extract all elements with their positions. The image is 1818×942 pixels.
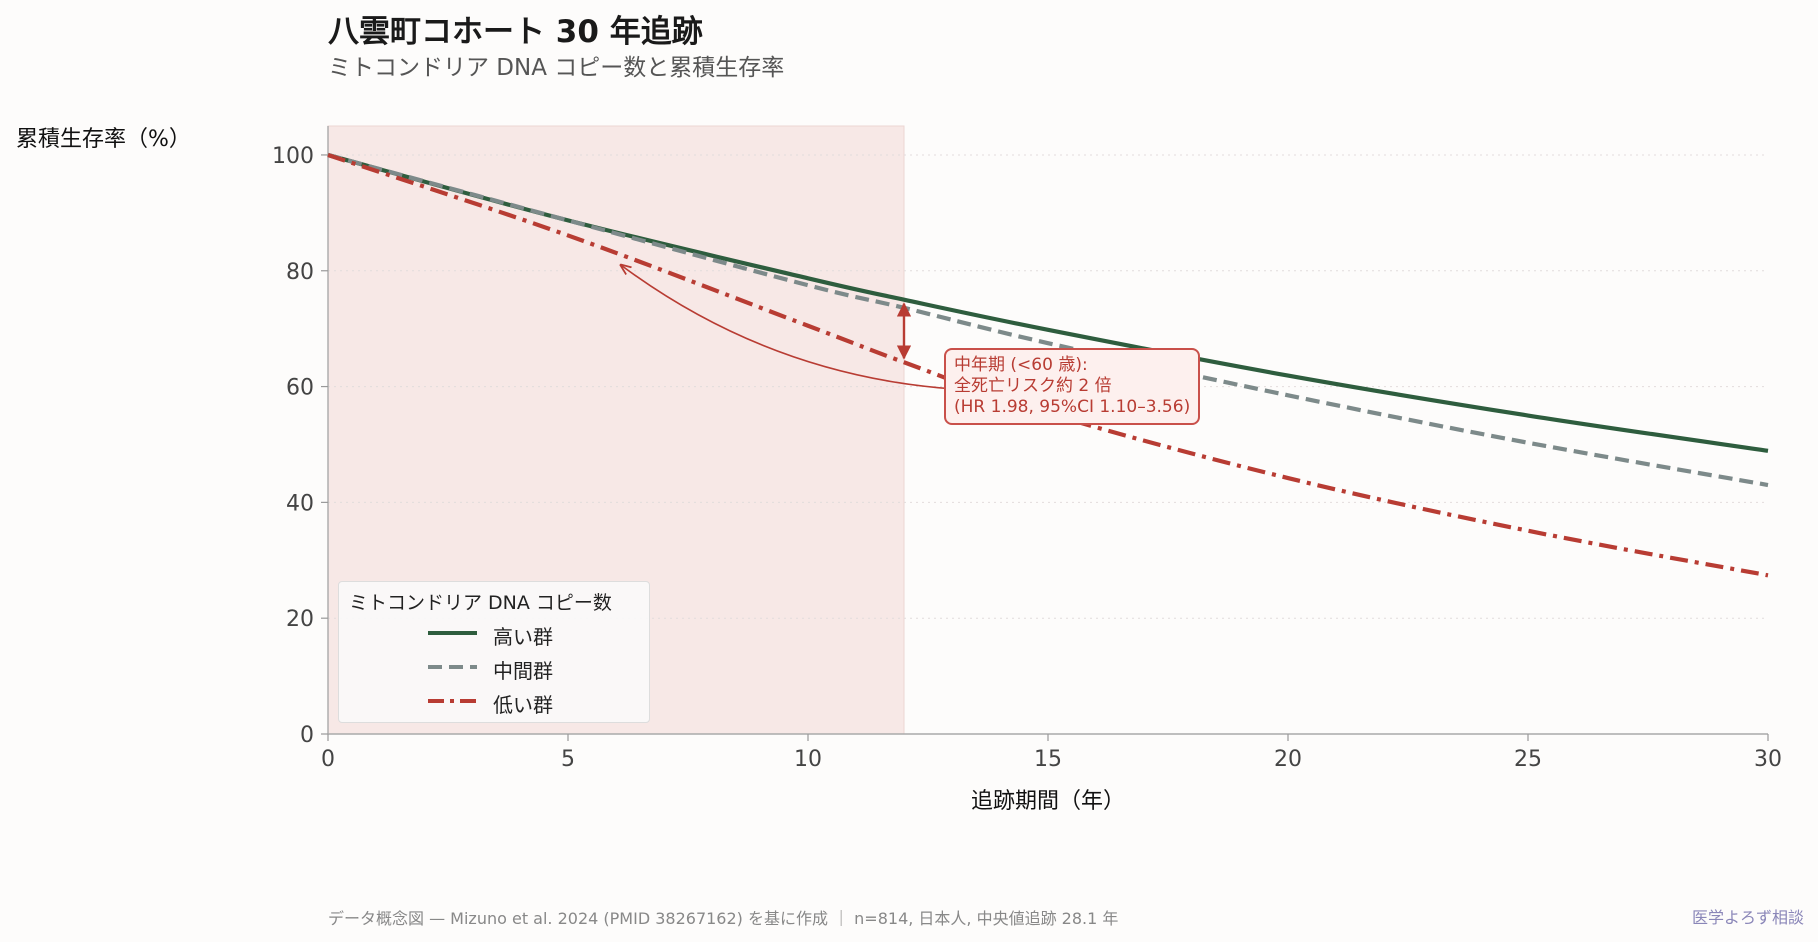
legend-title: ミトコンドリア DNA コピー数	[349, 592, 612, 614]
y-tick-label: 60	[286, 376, 314, 401]
legend-label-mid: 中間群	[493, 659, 553, 683]
annotation-box: 中年期 (<60 歳): 全死亡リスク約 2 倍 (HR 1.98, 95%CI…	[944, 348, 1201, 425]
annotation-line-3: (HR 1.98, 95%CI 1.10–3.56)	[954, 397, 1191, 417]
x-tick-label: 15	[1034, 747, 1062, 772]
x-tick-label: 25	[1514, 747, 1542, 772]
annotation-line-2: 全死亡リスク約 2 倍	[954, 376, 1112, 396]
x-tick-label: 20	[1274, 747, 1302, 772]
y-tick-label: 0	[300, 723, 314, 748]
series-line-mid	[327, 152, 1769, 488]
x-tick-label: 0	[321, 747, 335, 772]
chart-legend: ミトコンドリア DNA コピー数 高い群 中間群 低い群	[338, 581, 650, 723]
legend-swatch-mid	[428, 665, 477, 669]
chart-title: 八雲町コホート 30 年追跡	[328, 14, 703, 50]
annotation-pointer	[621, 265, 955, 390]
annotation-line-1: 中年期 (<60 歳):	[954, 355, 1088, 375]
x-tick-label: 10	[794, 747, 822, 772]
y-tick-label: 100	[272, 144, 314, 169]
y-tick-label: 40	[286, 491, 314, 516]
y-tick-label: 80	[286, 260, 314, 285]
legend-label-low: 低い群	[493, 693, 553, 717]
x-axis-label: 追跡期間（年）	[971, 789, 1125, 814]
legend-swatch-high	[428, 631, 477, 635]
y-tick-label: 20	[286, 607, 314, 632]
legend-label-high: 高い群	[493, 625, 553, 649]
series-line-low	[327, 152, 1769, 578]
chart-subtitle: ミトコンドリア DNA コピー数と累積生存率	[328, 55, 785, 81]
y-axis-label: 累積生存率（%）	[16, 127, 191, 152]
x-tick-label: 30	[1754, 747, 1782, 772]
x-tick-label: 5	[561, 747, 575, 772]
brand-link[interactable]: 医学よろず相談	[1691, 908, 1804, 927]
legend-swatch-low	[428, 699, 477, 703]
footer-note: データ概念図 — Mizuno et al. 2024 (PMID 382671…	[328, 909, 1119, 928]
